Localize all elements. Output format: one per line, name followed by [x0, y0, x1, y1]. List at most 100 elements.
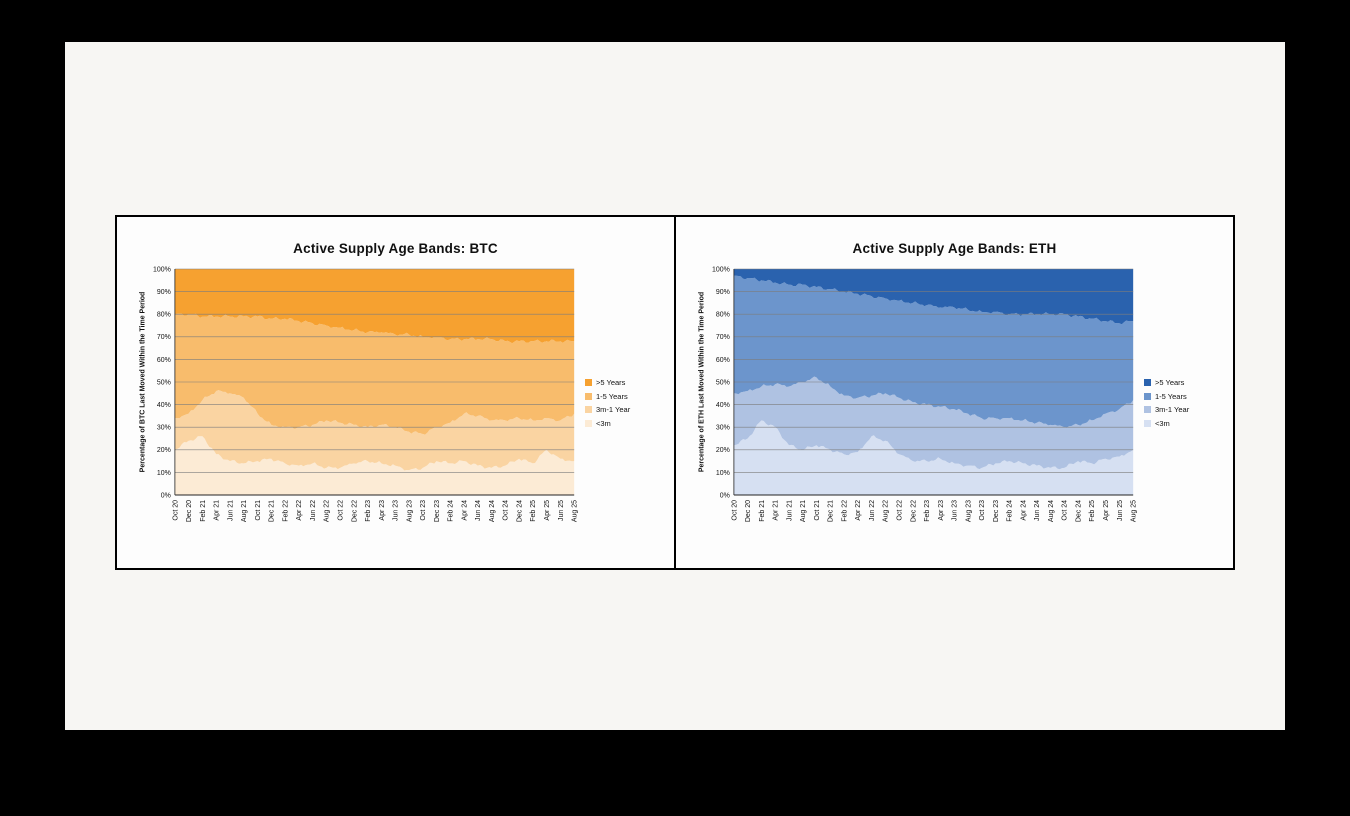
x-tick-label: Aug 21	[241, 500, 248, 522]
legend-label: <3m	[1155, 418, 1170, 428]
x-tick-label: Dec 21	[269, 500, 276, 522]
x-tick-label: Jun 25	[558, 500, 565, 521]
legend-label: 1-5 Years	[1155, 391, 1187, 401]
legend-label: 1-5 Years	[596, 391, 628, 401]
y-tick-label: 50%	[157, 379, 171, 386]
x-tick-label: Feb 21	[759, 500, 766, 522]
charts-panel: 0% 10% 20% 30% 40% 50% 60% 70% 80% 90% 100% Oct 20 D…	[115, 215, 1235, 570]
y-tick-label: 70%	[716, 334, 730, 341]
x-tick-label: Apr 22	[296, 500, 303, 521]
x-tick-label: Jun 22	[869, 500, 876, 521]
x-tick-label: Feb 21	[200, 500, 207, 522]
x-tick-label: Apr 24	[461, 500, 468, 521]
y-tick-label: 100%	[153, 266, 171, 273]
btc-stacked-area-plot: 0% 10% 20% 30% 40% 50% 60% 70% 80% 90% 100% Oct 20 D…	[153, 266, 579, 522]
x-tick-label: Aug 24	[1048, 500, 1055, 522]
y-tick-label: 100%	[712, 266, 730, 273]
legend-label: 3m-1 Year	[596, 405, 631, 414]
x-tick-label: Feb 22	[841, 500, 848, 522]
area-3m-1-year	[174, 390, 575, 471]
x-tick-label: Aug 21	[800, 500, 807, 522]
x-tick-label: Feb 25	[1089, 500, 1096, 522]
y-tick-label: 30%	[157, 425, 171, 432]
x-tick-label: Jun 21	[227, 500, 234, 521]
legend-item-5-years: >5 Years	[585, 379, 630, 387]
x-tick-label: Feb 25	[530, 500, 537, 522]
x-tick-label: Apr 21	[214, 500, 221, 521]
x-tick-label: Dec 24	[1075, 500, 1082, 522]
x-tick-label: Jun 23	[952, 500, 959, 521]
legend-item-1-5-years: 1-5 Years	[1144, 391, 1189, 401]
x-tick-label: Apr 25	[1103, 500, 1110, 521]
y-tick-label: 60%	[157, 357, 171, 364]
content-canvas: 0% 10% 20% 30% 40% 50% 60% 70% 80% 90% 100% Oct 20 D…	[65, 42, 1285, 730]
legend-item-3m: <3m	[1144, 418, 1189, 428]
x-tick-label: Apr 24	[1020, 500, 1027, 521]
y-axis-title-btc: Percentage of BTC Last Moved Within the …	[139, 291, 147, 473]
chart-title-eth: Active Supply Age Bands: ETH	[852, 241, 1057, 256]
x-tick-label: Apr 23	[938, 500, 945, 521]
x-tick-label: Dec 20	[745, 500, 752, 522]
legend-label: >5 Years	[596, 378, 626, 387]
legend-swatch-1-5-years	[1144, 392, 1151, 400]
x-tick-label: Feb 24	[1007, 500, 1014, 522]
x-tick-label: Aug 24	[489, 500, 496, 522]
x-tick-label: Dec 22	[910, 500, 917, 522]
y-tick-label: 90%	[716, 289, 730, 296]
legend-swatch-1-5-years	[585, 392, 592, 400]
legend-label: <3m	[596, 418, 611, 428]
y-tick-label: 20%	[157, 447, 171, 454]
legend-swatch-3m	[1144, 419, 1151, 427]
y-tick-label: 40%	[716, 402, 730, 409]
x-tick-label: Feb 22	[282, 500, 289, 522]
legend-label: >5 Years	[1155, 378, 1185, 387]
y-tick-label: 80%	[157, 312, 171, 319]
y-tick-label: 10%	[716, 470, 730, 477]
x-tick-label: Jun 21	[786, 500, 793, 521]
x-tick-label: Apr 21	[773, 500, 780, 521]
x-tick-label: Feb 23	[924, 500, 931, 522]
area-3m	[174, 436, 575, 495]
y-tick-label: 10%	[157, 470, 171, 477]
y-tick-label: 0%	[161, 492, 171, 499]
btc-chart-section: 0% 10% 20% 30% 40% 50% 60% 70% 80% 90% 100% Oct 20 D…	[117, 217, 674, 568]
x-tick-label: Dec 21	[828, 500, 835, 522]
area-5-years	[174, 269, 575, 344]
x-tick-label: Jun 24	[475, 500, 482, 521]
y-tick-label: 30%	[716, 425, 730, 432]
y-tick-label: 20%	[716, 447, 730, 454]
x-tick-label: Oct 20	[731, 500, 738, 521]
panel-divider	[674, 217, 676, 568]
area-5-years	[733, 269, 1134, 325]
legend-swatch-3m	[585, 419, 592, 427]
legend-swatch-3m-1-year	[1144, 406, 1151, 414]
eth-stacked-area-plot: 0% 10% 20% 30% 40% 50% 60% 70% 80% 90% 100% Oct 20 D…	[712, 266, 1138, 522]
x-tick-label: Jun 25	[1117, 500, 1124, 521]
x-tick-label: Dec 23	[993, 500, 1000, 522]
y-tick-label: 70%	[157, 334, 171, 341]
x-tick-label: Oct 21	[814, 500, 821, 521]
x-tick-label: Oct 22	[337, 500, 344, 521]
y-tick-label: 40%	[157, 402, 171, 409]
y-tick-label: 0%	[720, 492, 730, 499]
y-tick-label: 50%	[716, 379, 730, 386]
x-tick-label: Oct 24	[503, 500, 510, 521]
legend-swatch-5-years	[585, 379, 592, 387]
area-3m-1-year	[733, 376, 1134, 470]
chart-legend-btc: >5 Years 1-5 Years 3m-1 Year <3m	[585, 379, 630, 427]
x-tick-label: Aug 22	[883, 500, 890, 522]
x-tick-label: Apr 25	[544, 500, 551, 521]
legend-swatch-5-years	[1144, 379, 1151, 387]
x-tick-label: Feb 23	[365, 500, 372, 522]
y-axis-title-eth: Percentage of ETH Last Moved Within the …	[698, 291, 706, 473]
x-tick-label: Jun 22	[310, 500, 317, 521]
x-tick-label: Oct 22	[896, 500, 903, 521]
x-tick-label: Feb 24	[448, 500, 455, 522]
x-tick-label: Aug 23	[406, 500, 413, 522]
x-tick-label: Jun 23	[393, 500, 400, 521]
legend-item-3m-1-year: 3m-1 Year	[1144, 406, 1189, 414]
chart-title-btc: Active Supply Age Bands: BTC	[293, 241, 498, 256]
x-tick-label: Jun 24	[1034, 500, 1041, 521]
x-tick-label: Apr 22	[855, 500, 862, 521]
